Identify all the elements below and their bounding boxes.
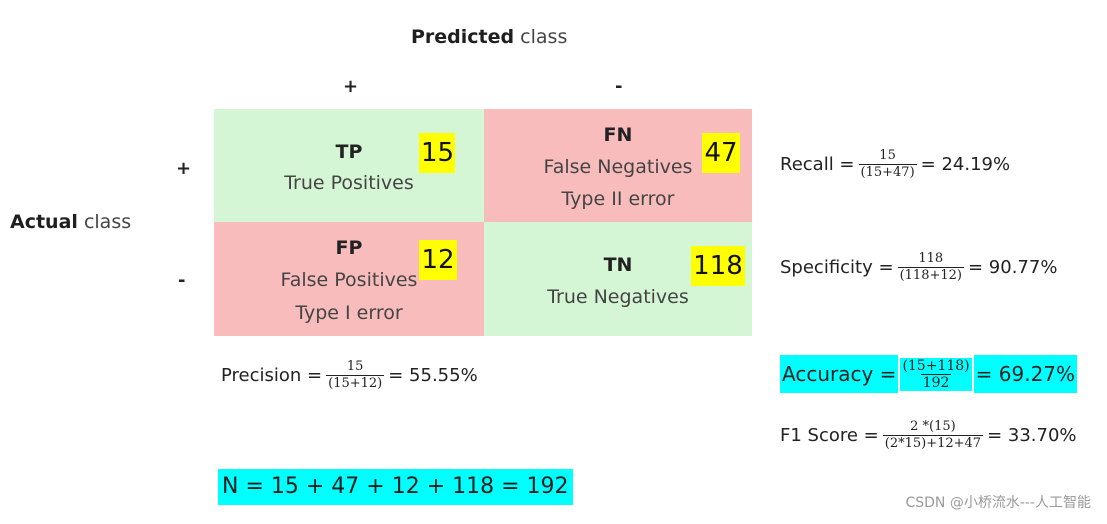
specificity-label: Specificity = xyxy=(780,257,894,278)
col-plus-sign: + xyxy=(343,76,359,97)
recall-result: = 24.19% xyxy=(920,154,1011,175)
fn-cell: FN False Negatives Type II error 47 xyxy=(484,109,752,222)
recall-formula: Recall = 15 (15+47) = 24.19% xyxy=(780,148,1010,181)
tp-label: True Positives xyxy=(284,172,414,194)
f1-denominator: (2*15)+12+47 xyxy=(882,435,984,451)
row-plus-sign: + xyxy=(176,158,192,179)
recall-denominator: (15+47) xyxy=(858,164,917,180)
specificity-fraction: 118 (118+12) xyxy=(897,251,964,284)
tn-value: 118 xyxy=(691,246,745,286)
accuracy-label: Accuracy = xyxy=(780,355,899,393)
precision-formula: Precision = 15 (15+12) = 55.55% xyxy=(221,359,478,392)
accuracy-formula: Accuracy = (15+118) 192 = 69.27% xyxy=(780,355,1078,393)
col-minus-sign: - xyxy=(615,76,623,97)
accuracy-result: = 69.27% xyxy=(973,355,1078,393)
predicted-class-label: Predicted class xyxy=(411,26,567,48)
row-minus-sign: - xyxy=(178,270,186,291)
fp-cell: FP False Positives Type I error 12 xyxy=(214,222,484,336)
accuracy-numerator: (15+118) xyxy=(902,357,970,374)
tn-abbr: TN xyxy=(603,254,633,276)
tn-label: True Negatives xyxy=(547,286,689,308)
specificity-result: = 90.77% xyxy=(967,257,1058,278)
precision-denominator: (15+12) xyxy=(326,375,385,391)
total-count: N = 15 + 47 + 12 + 118 = 192 xyxy=(218,469,573,505)
precision-numerator: 15 xyxy=(346,359,364,374)
specificity-numerator: 118 xyxy=(918,251,944,266)
tp-abbr: TP xyxy=(335,141,363,163)
fp-abbr: FP xyxy=(335,237,363,259)
recall-numerator: 15 xyxy=(879,148,896,163)
accuracy-fraction: (15+118) 192 xyxy=(900,357,972,391)
f1-numerator: 2 *(15) xyxy=(910,419,956,434)
fn-error-type: Type II error xyxy=(561,188,675,210)
precision-label: Precision = xyxy=(221,365,323,386)
tn-cell: TN True Negatives 118 xyxy=(484,222,752,336)
tp-value: 15 xyxy=(419,133,455,173)
recall-fraction: 15 (15+47) xyxy=(858,148,917,181)
f1-result: = 33.70% xyxy=(987,425,1077,446)
tp-cell: TP True Positives 15 xyxy=(214,109,484,222)
actual-rest: class xyxy=(77,211,132,233)
precision-fraction: 15 (15+12) xyxy=(326,359,385,392)
fn-label: False Negatives xyxy=(543,156,693,178)
fn-value: 47 xyxy=(702,133,740,173)
actual-bold: Actual xyxy=(10,211,78,233)
fp-value: 12 xyxy=(419,240,457,280)
fn-abbr: FN xyxy=(603,124,633,146)
precision-result: = 55.55% xyxy=(388,365,478,386)
watermark: CSDN @小桥流水---人工智能 xyxy=(905,495,1091,511)
actual-class-label: Actual class xyxy=(10,211,131,233)
fp-label: False Positives xyxy=(280,269,418,291)
f1-formula: F1 Score = 2 *(15) (2*15)+12+47 = 33.70% xyxy=(780,419,1077,452)
specificity-denominator: (118+12) xyxy=(897,267,964,283)
f1-fraction: 2 *(15) (2*15)+12+47 xyxy=(882,419,984,452)
recall-label: Recall = xyxy=(780,154,855,175)
fp-error-type: Type I error xyxy=(295,302,403,324)
predicted-rest: class xyxy=(514,26,568,48)
specificity-formula: Specificity = 118 (118+12) = 90.77% xyxy=(780,251,1057,284)
predicted-bold: Predicted xyxy=(411,26,515,48)
f1-label: F1 Score = xyxy=(780,425,879,446)
accuracy-denominator: 192 xyxy=(920,373,952,391)
